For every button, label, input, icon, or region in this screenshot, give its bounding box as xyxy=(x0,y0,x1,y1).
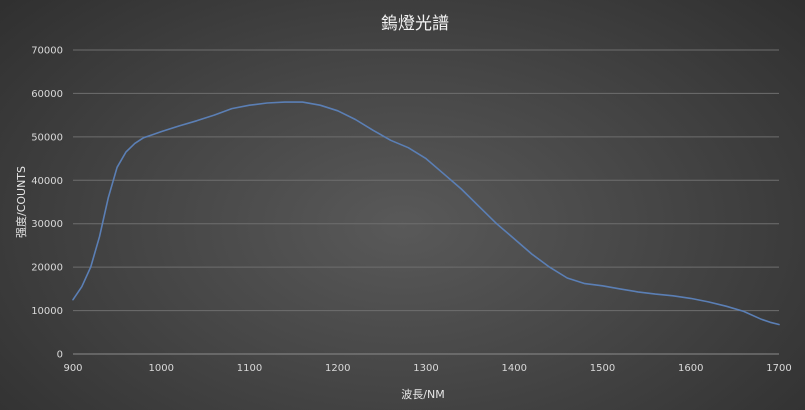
spectrum-series-line xyxy=(72,101,780,326)
y-tick-label: 0 xyxy=(57,350,63,361)
y-axis-title: 强度/COUNTS xyxy=(14,166,28,238)
x-tick-label: 1500 xyxy=(590,363,615,374)
y-tick-label: 60000 xyxy=(31,89,63,100)
y-tick-label: 30000 xyxy=(31,219,63,230)
series-layer xyxy=(72,101,780,326)
x-tick-label: 1700 xyxy=(766,363,791,374)
tick-labels: 0 10000 20000 30000 40000 50000 60000 70000 900 1… xyxy=(31,46,792,375)
y-tick-label: 70000 xyxy=(31,46,63,57)
x-axis-title: 波長/NM xyxy=(401,388,444,401)
x-tick-label: 1600 xyxy=(678,363,703,374)
y-tick-label: 20000 xyxy=(31,263,63,274)
gridlines xyxy=(73,49,779,355)
y-tick-label: 50000 xyxy=(31,132,63,143)
x-tick-label: 1400 xyxy=(502,363,527,374)
x-tick-label: 900 xyxy=(63,363,82,374)
y-tick-label: 40000 xyxy=(31,176,63,187)
x-tick-label: 1200 xyxy=(325,363,350,374)
y-tick-label: 10000 xyxy=(31,306,63,317)
x-tick-label: 1100 xyxy=(237,363,262,374)
x-tick-label: 1000 xyxy=(149,363,174,374)
chart-title: 鎢燈光譜 xyxy=(381,14,449,34)
x-tick-label: 1300 xyxy=(413,363,438,374)
